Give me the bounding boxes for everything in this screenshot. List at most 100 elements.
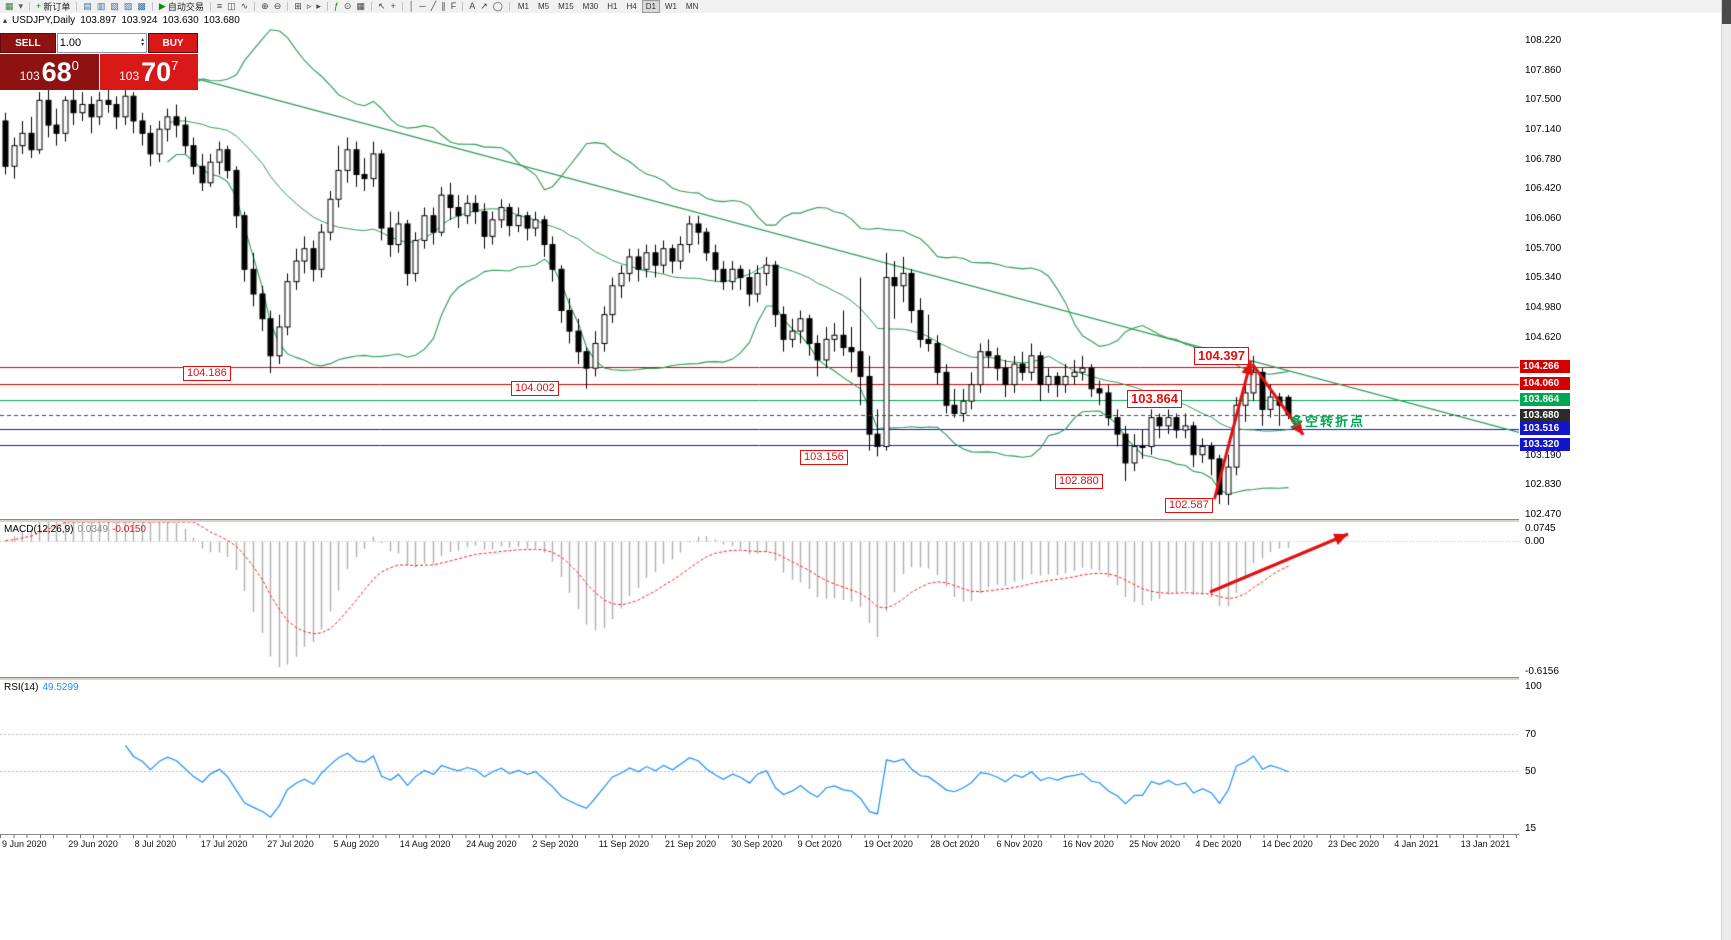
buy-price-big: 70 xyxy=(141,57,172,87)
date-label: 9 Oct 2020 xyxy=(797,839,842,849)
sell-price-big: 68 xyxy=(41,57,72,87)
toolbar-bars-chart-icon[interactable]: ≡ xyxy=(215,1,224,13)
volume-spinner[interactable]: ▴ ▾ xyxy=(141,37,145,48)
toolbar-candlestick-chart-icon[interactable]: ◫ xyxy=(225,1,238,13)
annotation-text[interactable]: 多空转折点 xyxy=(1290,414,1366,429)
toolbar-periods-icon[interactable]: ⊙ xyxy=(342,1,354,13)
rsi-label: RSI(14) 49.5299 xyxy=(4,682,79,693)
toolbar-chart-shift-icon[interactable]: ▸ xyxy=(314,1,323,13)
new-order-icon: + xyxy=(36,1,42,11)
price-axis-tick: 102.470 xyxy=(1525,508,1562,520)
macd-canvas[interactable] xyxy=(0,522,1519,677)
market-watch-icon: ▤ xyxy=(83,1,92,11)
toolbar-profiles-icon[interactable]: ▾ xyxy=(17,1,26,13)
price-axis-tick: 103.190 xyxy=(1525,449,1562,461)
timeframe-h1[interactable]: H1 xyxy=(607,2,618,11)
price-annotation[interactable]: 102.587 xyxy=(1165,498,1213,513)
toolbar-separator xyxy=(254,2,256,11)
price-annotation[interactable]: 103.156 xyxy=(800,450,848,465)
toolbar-separator xyxy=(370,2,372,11)
sell-button[interactable]: SELL xyxy=(0,33,56,53)
buy-price-prefix: 103 xyxy=(119,68,140,83)
macd-axis-tick: 0.0745 xyxy=(1525,523,1556,534)
toolbar-equidistant-channel-icon[interactable]: ∥ xyxy=(439,1,448,13)
date-label: 2 Sep 2020 xyxy=(532,839,579,849)
toolbar-fibonacci-icon[interactable]: F xyxy=(449,1,459,13)
one-click-toggle-icon[interactable]: ▴ xyxy=(3,16,8,25)
toolbar-indicators-icon[interactable]: ƒ xyxy=(332,1,341,13)
vertical-scrollbar[interactable] xyxy=(1721,0,1731,940)
price-axis[interactable]: 108.220 107.860 107.500 107.140 106.780 106.4… xyxy=(1519,13,1722,849)
date-label: 14 Aug 2020 xyxy=(399,839,451,849)
price-axis-tick: 108.220 xyxy=(1525,35,1562,47)
price-annotation[interactable]: 103.864 xyxy=(1127,390,1182,408)
toolbar-templates-icon[interactable]: ▦ xyxy=(354,1,367,13)
toolbar-market-watch-icon[interactable]: ▤ xyxy=(81,1,94,13)
timeframe-mn[interactable]: MN xyxy=(685,2,699,11)
toolbar-separator xyxy=(326,2,328,11)
toolbar-strategy-tester-icon[interactable]: ▩ xyxy=(135,1,148,13)
toolbar-text-tool-icon[interactable]: A xyxy=(467,1,477,13)
rsi-axis-tick: 15 xyxy=(1525,823,1537,834)
toolbar-button-label: 新订单 xyxy=(43,2,71,12)
toolbar-data-window-icon[interactable]: ▥ xyxy=(95,1,108,13)
price-axis-tick: 107.140 xyxy=(1525,124,1562,136)
timeframe-h4[interactable]: H4 xyxy=(626,2,637,11)
volume-up-icon[interactable]: ▴ xyxy=(141,37,145,43)
timeframe-m1[interactable]: M1 xyxy=(517,2,529,11)
toolbar-arrows-tool-icon[interactable]: ↗ xyxy=(478,1,490,13)
indicators-icon: ƒ xyxy=(333,1,339,11)
timeframe-m5[interactable]: M5 xyxy=(537,2,550,11)
toolbar-trendline-icon[interactable]: ╱ xyxy=(429,1,438,13)
zoom-out-icon: ⊖ xyxy=(273,1,282,11)
main-chart-canvas[interactable] xyxy=(0,13,1519,519)
sell-price-panel[interactable]: 103 68 0 xyxy=(0,54,99,90)
toolbar-new-chart-icon[interactable]: ▦ xyxy=(3,1,16,13)
timeframe-w1[interactable]: W1 xyxy=(664,2,677,11)
toolbar-autotrading-button[interactable]: ▶ 自动交易 xyxy=(157,1,206,13)
price-annotation[interactable]: 104.186 xyxy=(183,366,231,381)
date-label: 13 Jan 2021 xyxy=(1460,839,1511,849)
toolbar-line-chart-icon[interactable]: ∿ xyxy=(239,1,251,13)
date-axis-ticks xyxy=(0,835,1519,838)
toolbar-shapes-tool-icon[interactable]: ◯ xyxy=(491,1,505,13)
toolbar-terminal-icon[interactable]: ▨ xyxy=(122,1,135,13)
volume-down-icon[interactable]: ▾ xyxy=(141,42,145,48)
toolbar-navigator-icon[interactable]: ▧ xyxy=(108,1,121,13)
crosshair-icon: + xyxy=(390,1,396,11)
price-annotation[interactable]: 104.002 xyxy=(511,381,559,396)
macd-signal-value: -0.0150 xyxy=(112,524,146,535)
toolbar-vertical-line-icon[interactable]: │ xyxy=(407,1,417,13)
rsi-canvas[interactable] xyxy=(0,680,1519,834)
date-label: 23 Dec 2020 xyxy=(1328,839,1380,849)
date-label: 8 Jul 2020 xyxy=(134,839,177,849)
buy-price-panel[interactable]: 103 70 7 xyxy=(99,54,198,90)
buy-button[interactable]: BUY xyxy=(148,33,198,53)
price-annotation[interactable]: 102.880 xyxy=(1055,474,1103,489)
timeframe-d1[interactable]: D1 xyxy=(641,0,660,13)
toolbar-auto-scroll-icon[interactable]: ▹ xyxy=(305,1,314,13)
price-annotation[interactable]: 104.397 xyxy=(1194,347,1249,365)
toolbar-tile-windows-icon[interactable]: ⊞ xyxy=(292,1,304,13)
macd-axis-tick: -0.6156 xyxy=(1525,666,1559,677)
toolbar-new-order-button[interactable]: + 新订单 xyxy=(34,1,72,13)
date-label: 4 Dec 2020 xyxy=(1195,839,1242,849)
date-label: 9 Jun 2020 xyxy=(2,839,47,849)
price-axis-tick: 104.980 xyxy=(1525,302,1562,314)
timeframe-m30[interactable]: M30 xyxy=(582,2,599,11)
price-line-tag: 103.320 xyxy=(1520,438,1570,452)
toolbar-cursor-icon[interactable]: ↖ xyxy=(376,1,388,13)
vertical-line-icon: │ xyxy=(408,1,415,11)
text-tool-icon: A xyxy=(469,1,476,11)
toolbar-crosshair-icon[interactable]: + xyxy=(389,1,398,13)
toolbar-zoom-out-icon[interactable]: ⊖ xyxy=(272,1,284,13)
price-axis-tick: 105.700 xyxy=(1525,242,1562,254)
chart-title: ▴ USDJPY,Daily 103.897 103.924 103.630 1… xyxy=(3,15,240,26)
toolbar-horizontal-line-icon[interactable]: ─ xyxy=(417,1,427,13)
timeframe-m15[interactable]: M15 xyxy=(558,2,574,11)
volume-control[interactable]: 1.00 ▴ ▾ xyxy=(56,33,148,53)
date-axis[interactable]: 9 Jun 2020 29 Jun 2020 8 Jul 2020 17 Jul 20… xyxy=(0,834,1722,850)
date-label: 24 Aug 2020 xyxy=(466,839,517,849)
toolbar-zoom-in-icon[interactable]: ⊕ xyxy=(259,1,271,13)
scrollbar-thumb[interactable] xyxy=(1722,0,1731,24)
